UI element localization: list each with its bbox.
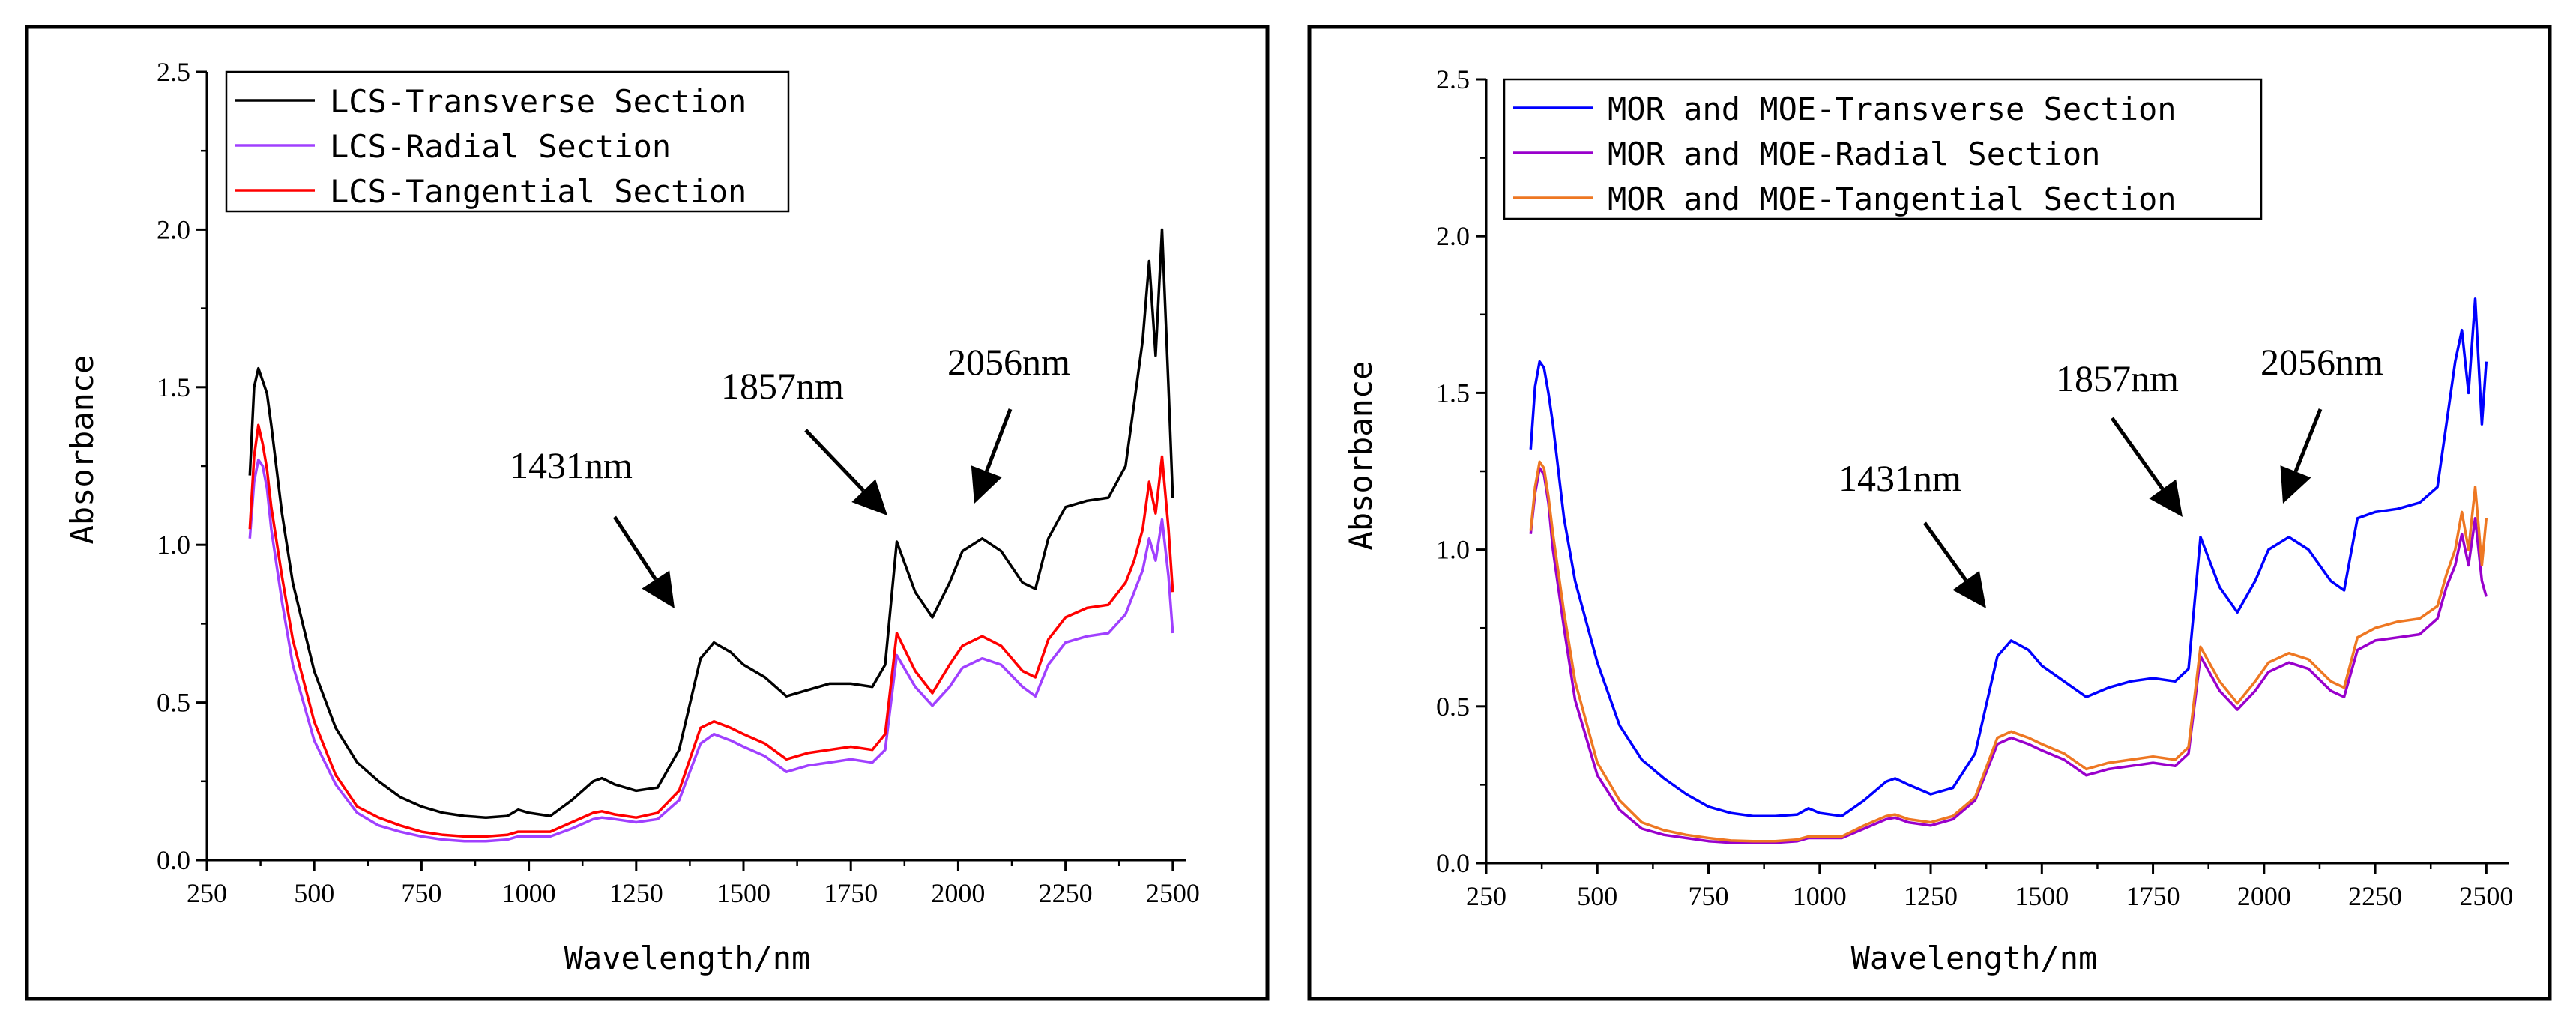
y-tick-label: 1.5 — [157, 372, 190, 402]
left-chart-panel: 250 500 750 1000 1250 1500 1750 2000 2250 2500 0.… — [25, 25, 1270, 1001]
x-tick-label: 500 — [1577, 881, 1617, 911]
x-tick-label: 750 — [1689, 881, 1729, 911]
legend-label-mor-transverse: MOR and MOE-Transverse Section — [1608, 91, 2177, 127]
x-tick-label: 250 — [187, 878, 227, 908]
x-tick-label: 1000 — [502, 878, 556, 908]
left-plot-area — [248, 228, 1174, 843]
right-legend-box — [1503, 78, 2263, 220]
legend-label-lcs-transverse: LCS-Transverse Section — [330, 83, 746, 120]
series-line-mor-radial — [1529, 467, 2488, 844]
annotation-label: 1857nm — [2056, 357, 2179, 399]
annotation-arrow-shaft — [2110, 417, 2165, 490]
y-tick-label: 2.0 — [1436, 221, 1470, 251]
left-legend: LCS-Transverse Section LCS-Radial Sectio… — [225, 70, 790, 213]
annotation-arrow-head — [971, 465, 1002, 504]
x-tick-label: 2000 — [2237, 881, 2291, 911]
legend-label-mor-radial: MOR and MOE-Radial Section — [1608, 136, 2100, 172]
y-tick-label: 2.5 — [1436, 64, 1470, 94]
x-tick-label: 2250 — [1039, 878, 1093, 908]
annotation-label: 1431nm — [510, 444, 633, 486]
right-chart-panel: 250 500 750 1000 1250 1500 1750 2000 2250 2500 0.… — [1307, 25, 2552, 1001]
y-tick-label: 2.5 — [157, 57, 190, 87]
series-line-lcs-radial — [248, 458, 1174, 843]
y-tick-label: 2.0 — [157, 214, 190, 244]
annotation-label: 2056nm — [947, 341, 1070, 383]
left-panel-frame — [25, 25, 1270, 1001]
annotation-arrow-head — [1952, 570, 1986, 608]
left-y-axis-title: Absorbance — [64, 355, 100, 545]
x-tick-label: 2500 — [1146, 878, 1200, 908]
legend-label-mor-tangential: MOR and MOE-Tangential Section — [1608, 181, 2177, 217]
x-tick-label: 250 — [1466, 881, 1506, 911]
series-line-mor-tangential — [1529, 460, 2488, 843]
y-tick-label: 1.0 — [157, 530, 190, 560]
x-tick-label: 2500 — [2459, 881, 2513, 911]
right-x-axis-title: Wavelength/nm — [1851, 940, 2098, 976]
left-annotations: 1431nm 1857nm 2056nm — [510, 341, 1070, 608]
annotation-arrow-head — [851, 479, 887, 515]
left-x-axis-title: Wavelength/nm — [564, 940, 811, 976]
y-tick-label: 0.5 — [157, 688, 190, 718]
left-x-ticks: 250 500 750 1000 1250 1500 1750 2000 2250 2500 — [187, 860, 1200, 908]
y-tick-label: 0.5 — [1436, 692, 1470, 722]
x-tick-label: 1250 — [1904, 881, 1958, 911]
right-y-ticks: 0.0 0.5 1.0 1.5 2.0 2.5 — [1436, 64, 1486, 878]
right-plot-area — [1529, 297, 2488, 844]
annotation-arrow-head — [2149, 479, 2183, 517]
right-legend: MOR and MOE-Transverse Section MOR and M… — [1503, 78, 2263, 220]
annotation-label: 2056nm — [2260, 341, 2383, 383]
right-annotations: 1431nm 1857nm 2056nm — [1839, 341, 2383, 608]
right-y-axis-title: Absorbance — [1342, 361, 1379, 551]
y-tick-label: 1.5 — [1436, 378, 1470, 408]
legend-label-lcs-tangential: LCS-Tangential Section — [330, 173, 746, 210]
annotation-arrow-shaft — [612, 515, 657, 581]
x-tick-label: 750 — [401, 878, 441, 908]
annotation-label: 1431nm — [1839, 457, 1961, 499]
annotation-arrow-shaft — [804, 429, 866, 492]
legend-label-lcs-radial: LCS-Radial Section — [330, 128, 671, 165]
x-tick-label: 2000 — [931, 878, 985, 908]
x-tick-label: 500 — [294, 878, 334, 908]
x-tick-label: 1250 — [609, 878, 663, 908]
x-tick-label: 2250 — [2348, 881, 2402, 911]
annotation-arrow-head — [2280, 465, 2311, 504]
annotation-arrow-shaft — [985, 408, 1013, 472]
x-tick-label: 1750 — [2126, 881, 2180, 911]
series-line-mor-transverse — [1529, 297, 2488, 817]
y-tick-label: 0.0 — [157, 845, 190, 875]
series-line-lcs-tangential — [248, 423, 1174, 838]
right-x-ticks: 250 500 750 1000 1250 1500 1750 2000 2250 2500 — [1466, 863, 2513, 911]
x-tick-label: 1500 — [2015, 881, 2069, 911]
series-line-lcs-transverse — [248, 228, 1174, 819]
annotation-label: 1857nm — [721, 365, 844, 407]
y-tick-label: 0.0 — [1436, 848, 1470, 878]
x-tick-label: 1500 — [717, 878, 770, 908]
x-tick-label: 1000 — [1793, 881, 1847, 911]
right-panel-frame — [1307, 25, 2552, 1001]
left-y-ticks: 0.0 0.5 1.0 1.5 2.0 2.5 — [157, 57, 207, 875]
annotation-arrow-shaft — [1922, 521, 1968, 582]
annotation-arrow-shaft — [2293, 408, 2323, 473]
left-legend-box — [225, 70, 790, 213]
annotation-arrow-head — [642, 570, 675, 608]
x-tick-label: 1750 — [824, 878, 878, 908]
y-tick-label: 1.0 — [1436, 535, 1470, 565]
